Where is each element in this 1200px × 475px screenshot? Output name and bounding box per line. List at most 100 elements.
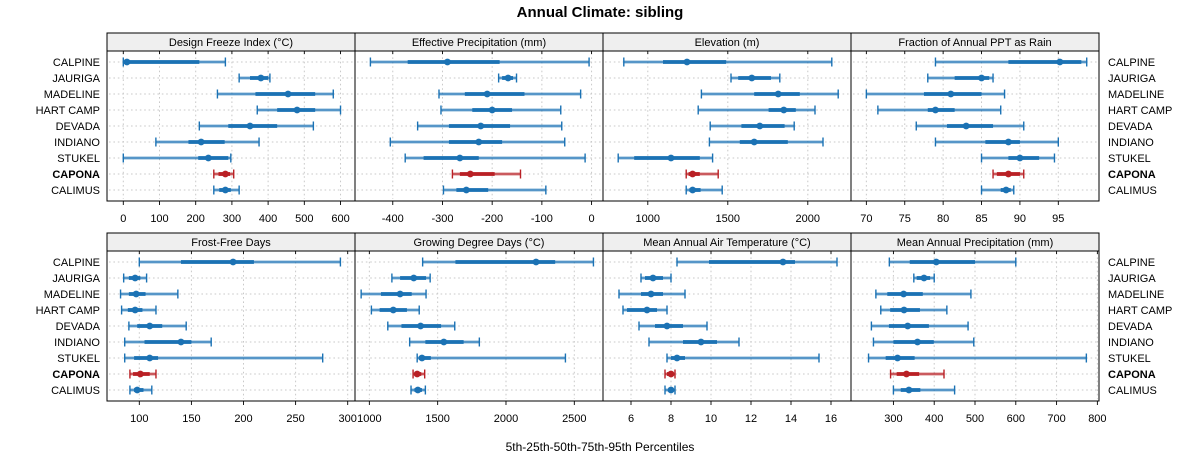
median-dot: [667, 370, 675, 378]
median-dot: [663, 322, 671, 330]
median-dot: [417, 322, 424, 330]
median-dot: [643, 306, 651, 314]
median-dot: [293, 106, 301, 114]
site-label-left: INDIANO: [54, 337, 100, 349]
median-dot: [1016, 154, 1024, 162]
median-dot: [413, 370, 421, 378]
median-dot: [483, 90, 491, 98]
median-dot: [131, 306, 139, 314]
site-label-right: CALPINE: [1108, 57, 1155, 69]
median-dot: [177, 338, 185, 346]
axis-tick-label: 600: [331, 213, 349, 225]
site-label-right: CAPONA: [1108, 369, 1156, 381]
axis-tick-label: 700: [1047, 413, 1065, 425]
axis-tick-label: 2000: [796, 213, 820, 225]
axis-tick-label: 70: [860, 213, 872, 225]
median-dot: [257, 74, 265, 82]
site-label-left: CALIMUS: [51, 385, 100, 397]
median-dot: [396, 290, 404, 298]
median-dot: [978, 74, 985, 82]
median-dot: [920, 274, 928, 282]
panel-strip: [850, 232, 1100, 252]
median-dot: [697, 338, 705, 346]
site-label-right: MADELINE: [1108, 89, 1164, 101]
median-dot: [649, 274, 657, 282]
median-dot: [756, 122, 764, 130]
median-dot: [903, 370, 910, 378]
median-dot: [748, 74, 756, 82]
median-dot: [389, 306, 397, 314]
site-label-left: HART CAMP: [36, 105, 100, 117]
site-label-right: CAPONA: [1108, 169, 1156, 181]
axis-tick-label: 2000: [494, 413, 518, 425]
median-dot: [667, 386, 675, 394]
median-dot: [133, 386, 141, 394]
axis-tick-label: 100: [130, 413, 148, 425]
median-dot: [197, 138, 205, 146]
axis-tick-label: 0: [589, 213, 595, 225]
median-dot: [779, 258, 787, 266]
site-label-left: DEVADA: [56, 321, 101, 333]
axis-tick-label: 75: [899, 213, 911, 225]
median-dot: [132, 290, 140, 298]
panel-strip-title: Elevation (m): [695, 37, 760, 49]
median-dot: [905, 386, 913, 394]
site-label-left: STUKEL: [57, 153, 100, 165]
axis-tick-label: 10: [705, 413, 717, 425]
median-dot: [414, 386, 422, 394]
site-label-left: JAURIGA: [52, 273, 100, 285]
median-dot: [900, 290, 908, 298]
axis-tick-label: 300: [223, 213, 241, 225]
axis-tick-label: 12: [745, 413, 757, 425]
site-label-right: INDIANO: [1108, 337, 1154, 349]
median-dot: [900, 306, 908, 314]
site-label-right: MADELINE: [1108, 289, 1164, 301]
axis-tick-label: -300: [431, 213, 453, 225]
median-dot: [284, 90, 292, 98]
axis-tick-label: 300: [339, 413, 357, 425]
axis-tick-label: 85: [975, 213, 987, 225]
median-dot: [689, 170, 696, 178]
axis-tick-label: 80: [937, 213, 949, 225]
site-label-right: JAURIGA: [1108, 73, 1156, 85]
site-label-right: HART CAMP: [1108, 105, 1172, 117]
axis-tick-label: -100: [531, 213, 553, 225]
median-dot: [683, 58, 691, 66]
site-label-left: CALPINE: [53, 57, 100, 69]
site-label-left: HART CAMP: [36, 305, 100, 317]
axis-tick-label: 0: [120, 213, 126, 225]
axis-tick-label: 1000: [636, 213, 660, 225]
axis-tick-label: 200: [187, 213, 205, 225]
site-label-right: INDIANO: [1108, 137, 1154, 149]
axis-tick-label: 150: [182, 413, 200, 425]
site-label-left: JAURIGA: [52, 73, 100, 85]
site-label-left: MADELINE: [44, 89, 100, 101]
median-dot: [1004, 170, 1012, 178]
median-dot: [146, 354, 154, 362]
median-dot: [136, 370, 144, 378]
median-dot: [440, 338, 448, 346]
panel-strip-title: Frost-Free Days: [191, 237, 271, 249]
median-dot: [477, 122, 485, 130]
site-label-right: JAURIGA: [1108, 273, 1156, 285]
median-dot: [123, 58, 131, 66]
axis-tick-label: 300: [884, 413, 902, 425]
axis-tick-label: 95: [1052, 213, 1064, 225]
median-dot: [962, 122, 970, 130]
site-label-right: STUKEL: [1108, 353, 1151, 365]
median-dot: [1056, 58, 1064, 66]
median-dot: [410, 274, 418, 282]
median-dot: [456, 154, 464, 162]
median-dot: [673, 354, 681, 362]
median-dot: [932, 106, 939, 114]
axis-tick-label: 1000: [357, 413, 381, 425]
site-label-left: MADELINE: [44, 289, 100, 301]
axis-tick-label: 400: [925, 413, 943, 425]
panel-strip: [850, 32, 1100, 52]
site-label-right: STUKEL: [1108, 153, 1151, 165]
median-dot: [204, 154, 212, 162]
axis-tick-label: 1500: [425, 413, 449, 425]
axis-tick-label: 200: [234, 413, 252, 425]
axis-tick-label: -400: [382, 213, 404, 225]
